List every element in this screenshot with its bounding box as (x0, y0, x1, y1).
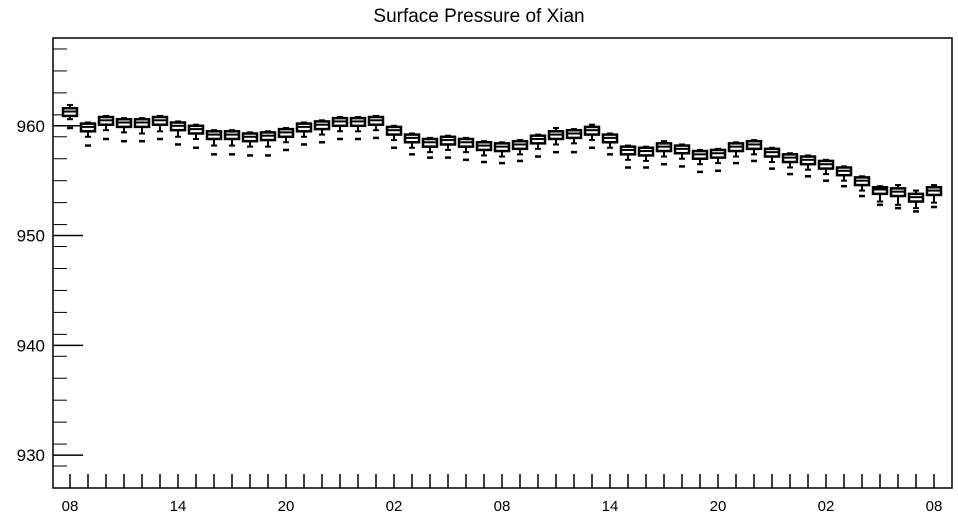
box-plot (781, 152, 799, 176)
box-plot (637, 145, 655, 169)
x-tick-label: 08 (62, 498, 79, 515)
box-plot (583, 123, 601, 150)
box-plot (385, 124, 403, 150)
box-plot (295, 121, 313, 146)
box-plot (529, 133, 547, 158)
x-tick-label: 14 (170, 498, 187, 515)
y-tick-label: 940 (17, 336, 45, 355)
x-tick-label: 14 (602, 498, 619, 515)
x-tick-label: 08 (494, 498, 511, 515)
box-plot (835, 165, 853, 188)
box-plot (673, 143, 691, 168)
plot-frame (52, 37, 953, 489)
box-body (871, 186, 889, 196)
box-plot (619, 144, 637, 169)
box-plot (547, 127, 565, 154)
box-plot (205, 129, 223, 156)
box-plot (169, 120, 187, 146)
box-plot (187, 123, 205, 150)
box-plot (475, 140, 493, 164)
box-plot (349, 116, 367, 141)
box-plot (241, 131, 259, 157)
box-plot (367, 114, 385, 140)
x-tick-label: 02 (818, 498, 835, 515)
box-plot (493, 141, 511, 165)
x-tick-label: 08 (926, 498, 943, 515)
box-plot (853, 175, 871, 198)
x-tick-label: 20 (710, 498, 727, 515)
y-tick-label: 960 (17, 117, 45, 136)
box-plot (313, 119, 331, 144)
x-tick-label: 02 (386, 498, 403, 515)
box-plot (745, 139, 763, 163)
chart-title: Surface Pressure of Xian (373, 6, 585, 27)
box-plot (889, 184, 907, 210)
box-plot (133, 117, 151, 143)
box-plot (763, 146, 781, 170)
box-plot (61, 103, 79, 130)
box-plot (511, 139, 529, 163)
box-plot (691, 148, 709, 174)
box-plot (331, 116, 349, 141)
box-plot (439, 134, 457, 159)
box-plot (223, 129, 241, 156)
box-plot (79, 121, 97, 147)
box-plot (97, 114, 115, 141)
y-tick-label: 930 (17, 446, 45, 465)
box-plot (115, 117, 133, 143)
box-plot (709, 147, 727, 173)
box-plot (601, 132, 619, 156)
x-tick-label: 20 (278, 498, 295, 515)
box-plot (817, 158, 835, 182)
box-plot (565, 128, 583, 154)
box-plot (403, 132, 421, 156)
box-plot (259, 130, 277, 157)
box-plot (907, 189, 925, 213)
box-plot (925, 184, 943, 209)
box-plot (799, 154, 817, 178)
y-tick-label: 950 (17, 227, 45, 246)
box-plot (457, 136, 475, 162)
box-plot (727, 141, 745, 165)
box-plot (421, 136, 439, 159)
box-plot (871, 185, 889, 207)
box-plot (151, 114, 169, 141)
box-plot (277, 127, 295, 152)
box-plot (655, 140, 673, 166)
